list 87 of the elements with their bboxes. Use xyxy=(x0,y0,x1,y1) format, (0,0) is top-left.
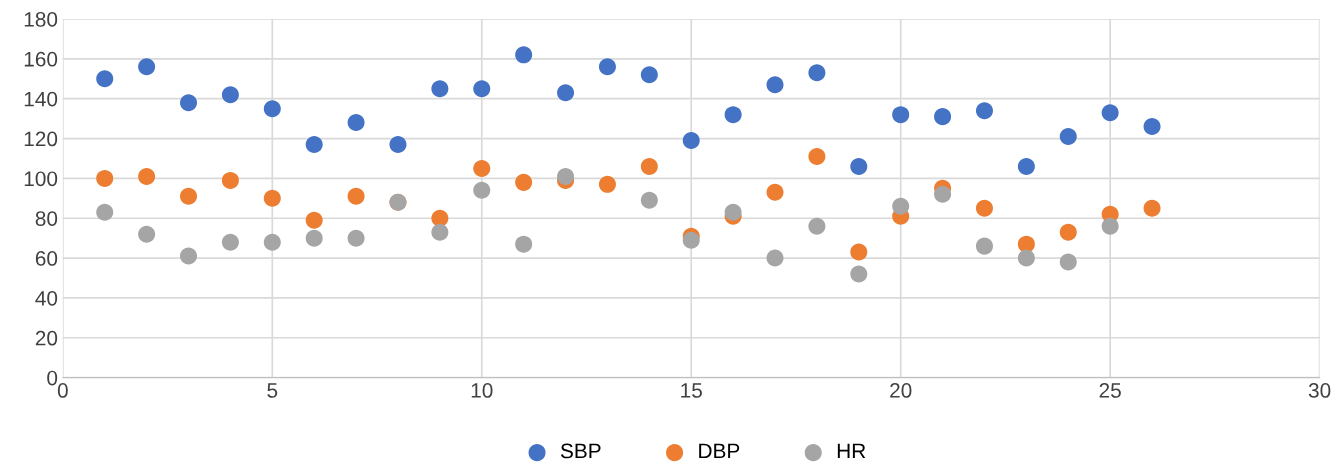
point xyxy=(1059,253,1077,271)
point xyxy=(180,247,198,265)
point xyxy=(1101,217,1119,235)
point xyxy=(515,46,533,64)
point xyxy=(598,58,616,76)
point xyxy=(1017,249,1035,267)
point xyxy=(892,106,910,124)
point xyxy=(1017,235,1035,253)
point xyxy=(221,171,239,189)
point xyxy=(975,237,993,255)
point xyxy=(682,231,700,249)
legend-label: DBP xyxy=(699,443,740,459)
point xyxy=(263,100,281,118)
y-tick-label: 140 xyxy=(24,91,58,107)
point xyxy=(96,70,114,88)
point xyxy=(682,132,700,150)
legend-label: HR xyxy=(837,443,866,459)
point xyxy=(850,265,868,283)
point xyxy=(1059,128,1077,146)
point xyxy=(808,147,826,165)
y-tick-label: 60 xyxy=(35,251,58,266)
x-tick-label: 25 xyxy=(1099,383,1121,398)
point xyxy=(389,136,407,154)
point xyxy=(138,167,156,185)
point xyxy=(515,235,533,253)
point xyxy=(850,243,868,261)
point xyxy=(431,223,449,241)
point xyxy=(640,157,658,175)
point xyxy=(598,175,616,193)
point xyxy=(180,94,198,112)
point xyxy=(766,249,784,267)
point xyxy=(975,199,993,217)
point xyxy=(138,225,156,243)
point xyxy=(515,173,533,191)
point xyxy=(850,157,868,175)
point xyxy=(892,197,910,215)
point xyxy=(934,185,952,203)
point xyxy=(557,84,575,102)
x-tick-label: 5 xyxy=(267,383,278,398)
x-tick-label: 20 xyxy=(890,383,912,398)
point xyxy=(473,159,491,177)
point xyxy=(138,58,156,76)
point xyxy=(305,229,323,247)
y-tick-label: 80 xyxy=(35,211,58,226)
y-tick-label: 40 xyxy=(35,290,58,306)
point xyxy=(766,76,784,94)
point xyxy=(347,187,365,205)
x-tick-label: 10 xyxy=(471,383,493,398)
point xyxy=(640,191,658,209)
y-tick-label: 120 xyxy=(24,131,58,147)
point xyxy=(96,203,114,221)
point xyxy=(724,203,742,221)
point xyxy=(1017,157,1035,175)
point xyxy=(808,217,826,235)
point xyxy=(473,181,491,199)
point xyxy=(808,64,826,82)
point xyxy=(431,80,449,98)
point xyxy=(934,108,952,126)
legend-label: SBP xyxy=(560,443,601,459)
point xyxy=(263,233,281,251)
y-tick-label: 20 xyxy=(35,330,58,346)
point xyxy=(305,211,323,229)
point xyxy=(1143,199,1161,217)
x-tick-label: 15 xyxy=(681,383,702,398)
point xyxy=(263,189,281,207)
y-tick-label: 100 xyxy=(24,171,58,187)
point xyxy=(766,183,784,201)
point xyxy=(557,167,575,185)
point xyxy=(473,80,491,98)
point xyxy=(305,136,323,154)
point xyxy=(347,229,365,247)
point xyxy=(96,169,114,187)
point xyxy=(1143,118,1161,136)
point xyxy=(724,106,742,124)
y-tick-label: 160 xyxy=(24,51,58,67)
point xyxy=(975,102,993,120)
x-tick-label: 30 xyxy=(1308,383,1331,398)
y-tick-label: 0 xyxy=(47,370,58,386)
point xyxy=(347,114,365,132)
point xyxy=(180,187,198,205)
point xyxy=(221,86,239,104)
x-tick-label: 0 xyxy=(57,383,68,398)
point xyxy=(640,66,658,84)
point xyxy=(1059,223,1077,241)
point xyxy=(221,233,239,251)
y-tick-label: 180 xyxy=(24,12,58,27)
point xyxy=(1101,104,1119,122)
